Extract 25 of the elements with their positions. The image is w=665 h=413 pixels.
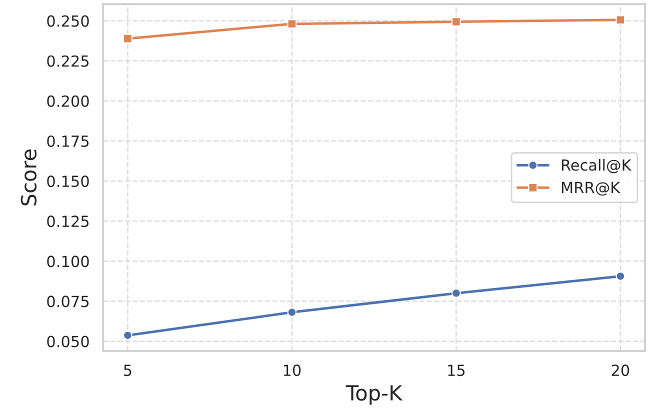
point <box>123 34 132 44</box>
x-tick-label: 20 <box>612 364 630 376</box>
x-tick-label: 15 <box>448 364 465 376</box>
legend-label: Recall@K <box>562 158 632 174</box>
y-tick-label: 0.200 <box>47 95 89 107</box>
point <box>123 330 132 340</box>
point <box>451 17 461 26</box>
x-tick-label: 5 <box>124 364 132 376</box>
point <box>287 308 297 317</box>
y-tick-label: 0.250 <box>47 15 89 27</box>
y-axis-title: Score <box>20 150 37 206</box>
y-tick-label: 0.075 <box>47 296 89 308</box>
point <box>616 272 626 281</box>
x-tick-label: 10 <box>284 364 301 376</box>
point <box>451 288 461 298</box>
y-tick-label: 0.125 <box>47 216 89 228</box>
y-tick-label: 0.225 <box>47 55 89 67</box>
y-tick-label: 0.050 <box>47 336 89 348</box>
x-axis-title: Top-K <box>346 385 403 405</box>
y-tick-label: 0.150 <box>47 176 89 188</box>
point <box>616 15 626 25</box>
y-tick-label: 0.100 <box>47 256 89 268</box>
point <box>287 19 297 29</box>
y-tick-label: 0.175 <box>47 135 89 147</box>
legend-label: MRR@K <box>562 182 620 196</box>
